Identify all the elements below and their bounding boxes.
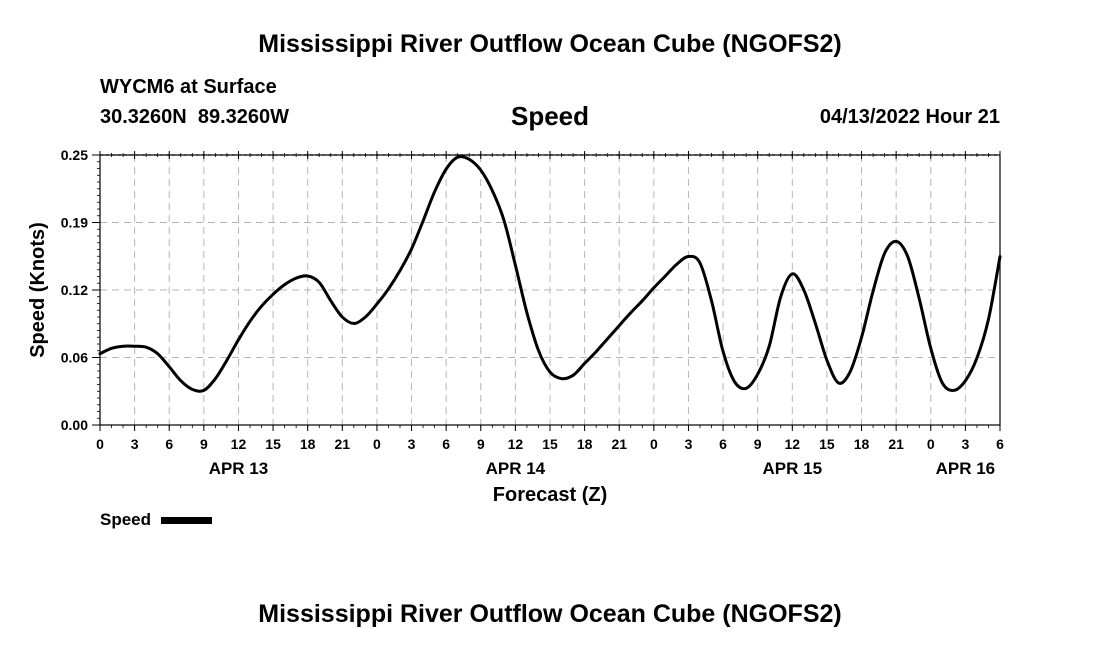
x-tick-label: 3 — [961, 436, 969, 452]
station-coordinates: 30.3260N 89.3260W — [100, 106, 290, 128]
variable-title: Speed — [510, 101, 590, 131]
date-label: APR 13 — [209, 459, 269, 478]
y-tick-label: 0.25 — [61, 147, 88, 163]
x-tick-label: 3 — [131, 436, 139, 452]
x-tick-label: 6 — [442, 436, 450, 452]
station-label: WYCM6 at Surface — [100, 76, 277, 98]
x-tick-label: 12 — [508, 436, 524, 452]
footer-title: Mississippi River Outflow Ocean Cube (NG… — [258, 600, 842, 628]
x-tick-label: 12 — [231, 436, 247, 452]
forecast-datetime: 04/13/2022 Hour 21 — [819, 106, 1000, 128]
x-tick-label: 15 — [819, 436, 835, 452]
x-tick-label: 18 — [577, 436, 593, 452]
x-tick-label: 3 — [408, 436, 416, 452]
x-tick-label: 21 — [335, 436, 351, 452]
plot-frame — [99, 154, 1001, 426]
x-tick-label: 0 — [96, 436, 104, 452]
x-tick-label: 15 — [542, 436, 558, 452]
x-tick-label: 21 — [611, 436, 627, 452]
x-tick-label: 6 — [719, 436, 727, 452]
x-axis: 0 3 6 9 12 15 18 21 0 3 6 9 12 15 18 21 0 3 6 9 12 15 18 21 0 3 6 — [96, 151, 1004, 452]
x-tick-label: 0 — [650, 436, 658, 452]
x-tick-label: 12 — [785, 436, 801, 452]
chart-title: Mississippi River Outflow Ocean Cube (NG… — [258, 30, 842, 58]
y-axis-label: Speed (Knots) — [27, 222, 49, 358]
x-axis-label: Forecast (Z) — [493, 484, 607, 506]
x-tick-label: 18 — [854, 436, 870, 452]
x-tick-label: 0 — [927, 436, 935, 452]
x-tick-label: 3 — [685, 436, 693, 452]
y-tick-label: 0.19 — [61, 215, 88, 231]
chart-grid — [100, 154, 1000, 425]
date-label: APR 15 — [763, 459, 823, 478]
date-label: APR 14 — [486, 459, 546, 478]
x-tick-label: 21 — [888, 436, 904, 452]
y-axis: 0.00 0.06 0.12 0.19 0.25 — [61, 147, 100, 433]
y-tick-label: 0.00 — [61, 417, 88, 433]
legend-label: Speed — [100, 510, 151, 529]
x-tick-label: 6 — [165, 436, 173, 452]
y-tick-label: 0.06 — [61, 350, 88, 366]
x-tick-label: 18 — [300, 436, 316, 452]
x-tick-label: 15 — [265, 436, 281, 452]
x-tick-label: 9 — [200, 436, 208, 452]
x-tick-label: 9 — [477, 436, 485, 452]
x-tick-label: 9 — [754, 436, 762, 452]
date-labels: APR 13 APR 14 APR 15 APR 16 — [209, 459, 995, 478]
y-tick-label: 0.12 — [61, 282, 88, 298]
date-label: APR 16 — [936, 459, 996, 478]
legend-swatch — [161, 517, 212, 524]
speed-series-line — [98, 155, 1002, 393]
x-tick-label: 6 — [996, 436, 1004, 452]
x-tick-label: 0 — [373, 436, 381, 452]
